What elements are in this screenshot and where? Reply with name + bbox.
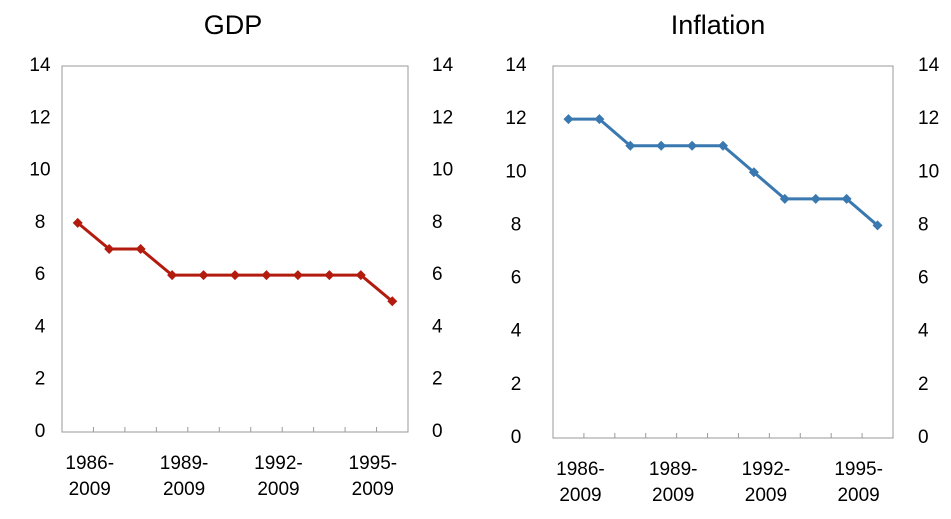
- series-line: [76, 221, 394, 303]
- x-tick-label: 1992-2009: [742, 459, 791, 506]
- x-tick-label: 1986-2009: [65, 453, 114, 500]
- y2-tick-label: 6: [918, 268, 929, 289]
- x-tick-label: 1995-2009: [349, 453, 398, 500]
- data-point: [324, 270, 335, 281]
- y-tick-label: 12: [505, 108, 526, 129]
- y2-tick-label: 6: [432, 264, 443, 285]
- y2-tick-label: 8: [432, 212, 443, 233]
- y-tick-label: 0: [511, 427, 522, 448]
- data-point: [872, 220, 883, 231]
- y2-tick-label: 8: [918, 214, 929, 235]
- data-point: [135, 244, 146, 254]
- data-point: [718, 140, 728, 151]
- y2-tick-label: 12: [918, 108, 939, 129]
- data-point: [687, 140, 698, 151]
- plot-frame: [61, 65, 409, 433]
- chart-title: GDP: [204, 10, 263, 40]
- y2-tick-label: 14: [918, 55, 940, 76]
- data-point: [779, 193, 790, 204]
- data-point: [355, 270, 366, 281]
- y2-tick-label: 0: [432, 421, 443, 442]
- y-tick-label: 2: [511, 374, 522, 395]
- data-point: [387, 296, 398, 307]
- x-tick-label: 1986-2009: [556, 459, 605, 506]
- y-tick-label: 8: [35, 212, 46, 233]
- data-point: [167, 270, 178, 281]
- y-tick-label: 8: [511, 214, 522, 235]
- data-point: [625, 140, 636, 151]
- data-point: [810, 193, 821, 204]
- data-point: [656, 140, 667, 151]
- y-tick-label: 6: [511, 268, 522, 289]
- y2-tick-label: 2: [432, 369, 443, 390]
- y-tick-label: 10: [505, 161, 526, 182]
- x-tick-label: 1989-2009: [160, 453, 209, 500]
- y-tick-label: 14: [29, 55, 51, 76]
- data-point: [748, 167, 759, 178]
- series-line: [568, 117, 879, 227]
- y-tick-label: 12: [29, 107, 50, 128]
- y2-tick-label: 2: [918, 374, 929, 395]
- data-point: [594, 114, 605, 125]
- data-point: [198, 270, 209, 281]
- y-tick-label: 0: [35, 421, 46, 442]
- y-tick-label: 10: [29, 160, 50, 181]
- x-tick-label: 1989-2009: [649, 459, 698, 506]
- y-tick-label: 4: [511, 321, 522, 342]
- data-point: [261, 270, 272, 281]
- y-tick-label: 14: [505, 55, 527, 76]
- data-point: [841, 193, 852, 204]
- plot-frame: [552, 65, 894, 439]
- y2-tick-label: 4: [918, 321, 929, 342]
- chart-title: Inflation: [671, 10, 766, 40]
- y2-tick-label: 10: [432, 160, 453, 181]
- y-tick-label: 2: [35, 369, 46, 390]
- data-point: [563, 114, 574, 125]
- data-point: [104, 244, 115, 254]
- y-tick-label: 4: [35, 316, 46, 337]
- y2-tick-label: 0: [918, 427, 929, 448]
- x-tick-label: 1995-2009: [834, 459, 883, 506]
- data-point: [72, 217, 83, 228]
- y2-tick-label: 4: [432, 316, 443, 337]
- y2-tick-label: 12: [432, 107, 453, 128]
- y2-tick-label: 10: [918, 161, 939, 182]
- x-tick-label: 1992-2009: [254, 453, 303, 500]
- y-tick-label: 6: [35, 264, 46, 285]
- data-point: [230, 270, 240, 281]
- data-point: [292, 270, 303, 281]
- y2-tick-label: 14: [432, 55, 454, 76]
